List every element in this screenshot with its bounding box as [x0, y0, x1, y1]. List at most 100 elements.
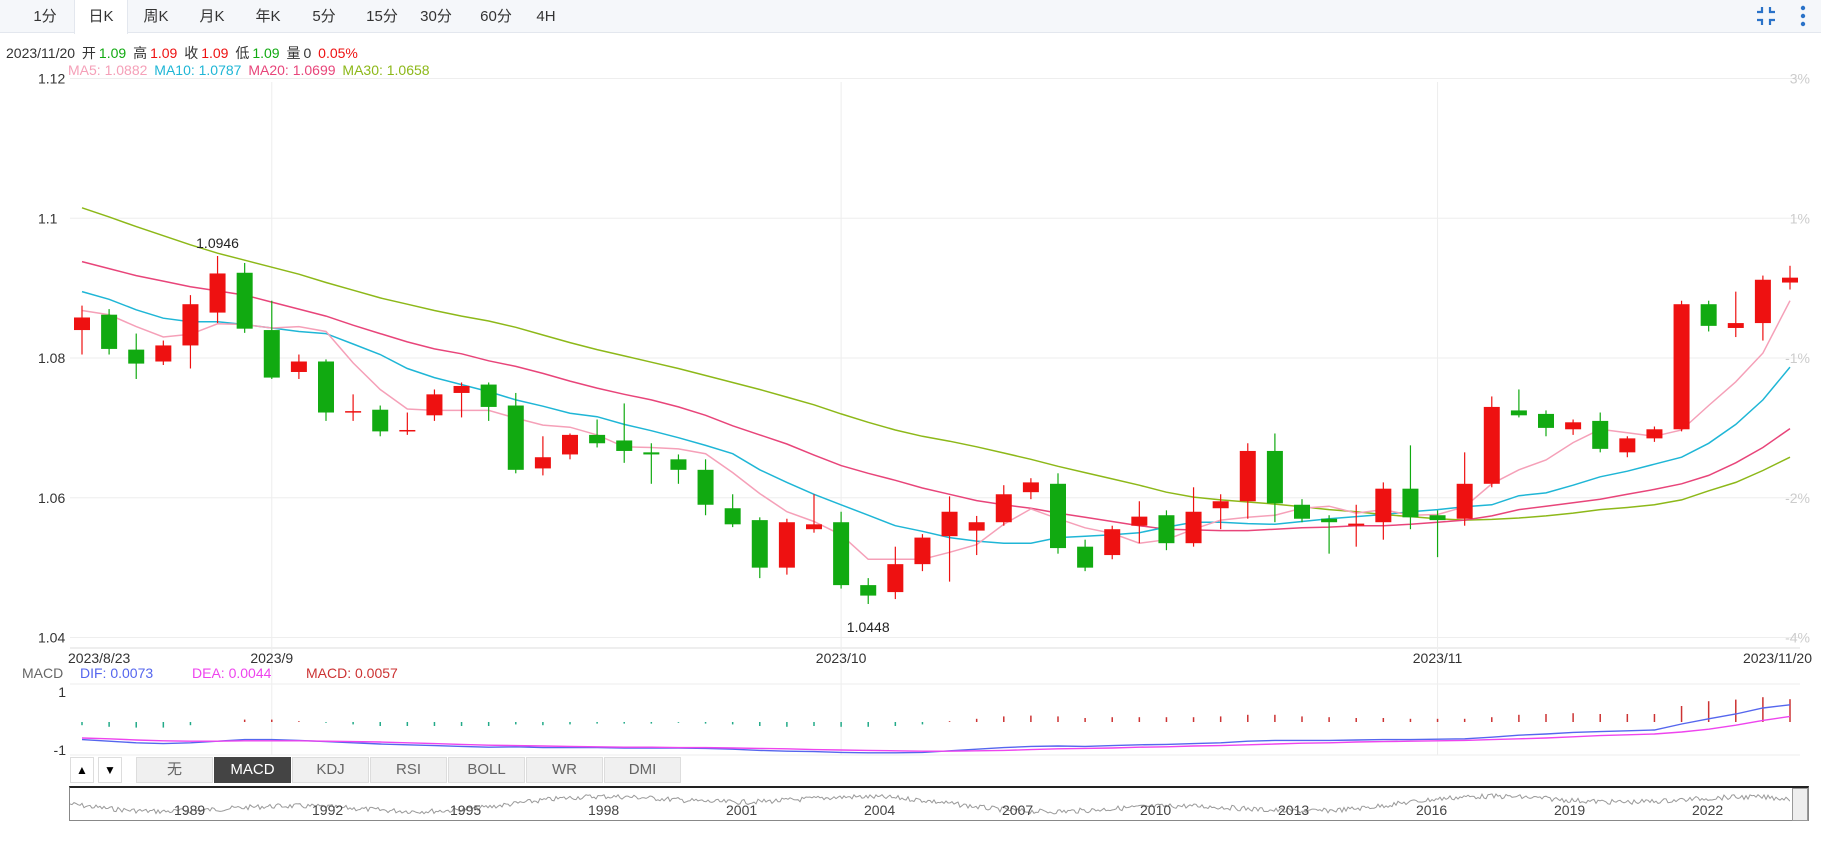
high-value: 1.09 — [150, 45, 178, 61]
candle-body — [1239, 450, 1256, 502]
pct-tick-label: 3% — [1790, 71, 1810, 87]
candle-body — [209, 273, 226, 313]
dea-legend: DEA: 0.0044 — [192, 665, 272, 681]
period-tab-3[interactable]: 月K — [199, 8, 225, 25]
candle-body — [1782, 277, 1798, 283]
ma30-legend: MA30: 1.0658 — [342, 62, 430, 78]
candle-body — [236, 272, 253, 329]
navigator-year-label: 2007 — [1002, 802, 1034, 818]
y-tick-label: 1.04 — [38, 630, 65, 646]
ma20-line — [81, 260, 1791, 532]
candle-body — [670, 459, 687, 470]
indicator-tab-1[interactable]: MACD — [214, 757, 291, 783]
indicator-tab-6[interactable]: DMI — [604, 757, 681, 783]
candle-body — [562, 434, 578, 455]
candle-body — [426, 394, 443, 416]
candle-body — [290, 361, 307, 372]
navigator-year-label: 1995 — [450, 802, 482, 818]
navigator-series — [70, 792, 1790, 815]
candle-body — [1429, 515, 1446, 521]
candle-body — [1700, 304, 1717, 326]
x-axis-label: 2023/9 — [250, 650, 293, 666]
x-axis-label: 2023/8/23 — [68, 650, 130, 666]
candle-body — [751, 520, 768, 568]
period-tab-4[interactable]: 年K — [255, 8, 281, 25]
navigator-year-label: 2010 — [1140, 802, 1172, 818]
x-axis-label: 2023/11/20 — [1743, 650, 1812, 666]
candle-body — [968, 522, 985, 531]
close-label: 收 — [184, 45, 199, 61]
period-tab-0[interactable]: 1分 — [33, 8, 57, 25]
period-tab-1[interactable]: 日K — [74, 0, 128, 34]
candle-body — [318, 361, 334, 413]
indicator-tab-4[interactable]: BOLL — [448, 757, 525, 783]
candle-body — [589, 434, 606, 444]
candle-body — [697, 469, 714, 505]
collapse-arrows-icon[interactable] — [1753, 3, 1779, 29]
candle-body — [1673, 304, 1690, 430]
quote-date: 2023/11/20 — [6, 45, 76, 61]
pct-tick-label: 1% — [1790, 210, 1810, 226]
indicator-tab-3[interactable]: RSI — [370, 757, 447, 783]
period-tab-bar: 1分 日K 周K 月K 年K 5分 15分 30分 60分 4H — [0, 0, 1821, 34]
scroll-down-arrow-icon[interactable]: ▼ — [98, 757, 122, 783]
candle-body — [860, 585, 877, 596]
period-tab-5[interactable]: 5分 — [312, 8, 336, 25]
period-tab-8[interactable]: 60分 — [480, 8, 512, 25]
y-tick-label: 1.06 — [38, 490, 65, 506]
candle-body — [1294, 504, 1310, 519]
candle-body — [1646, 429, 1663, 439]
period-tab-2[interactable]: 周K — [143, 8, 169, 25]
candle-body — [724, 508, 741, 525]
low-label: 低 — [235, 45, 250, 61]
navigator-year-label: 2019 — [1554, 802, 1586, 818]
navigator-range-handle[interactable] — [1792, 788, 1808, 821]
navigator-year-label: 1989 — [174, 802, 206, 818]
candle-body — [155, 345, 172, 362]
navigator-year-label: 1998 — [588, 802, 620, 818]
candle-body — [480, 384, 497, 407]
period-tab-9[interactable]: 4H — [536, 8, 556, 25]
candle-body — [507, 405, 524, 470]
candle-body — [1077, 546, 1094, 568]
candle-body — [128, 349, 145, 364]
candle-body — [914, 537, 931, 565]
candle-body — [778, 522, 795, 568]
dif-legend: DIF: 0.0073 — [80, 665, 153, 681]
candle-body — [1266, 450, 1283, 504]
period-tab-7[interactable]: 30分 — [420, 8, 452, 25]
macd-tick-label: -1 — [54, 742, 67, 758]
navigator-history-line — [70, 792, 1790, 815]
pct-tick-label: -2% — [1785, 490, 1810, 506]
candle-body — [941, 511, 958, 537]
candle-body — [1158, 515, 1175, 544]
volume-label: 量 — [286, 45, 301, 61]
candle-body — [1727, 323, 1744, 328]
y-tick-label: 1.08 — [38, 350, 65, 366]
indicator-tab-2[interactable]: KDJ — [292, 757, 369, 783]
candle-body — [1212, 501, 1229, 509]
period-tab-6[interactable]: 15分 — [366, 8, 398, 25]
time-navigator[interactable]: 1989 1992 1995 1998 2001 2004 2007 2010 2013 2016… — [69, 786, 1809, 821]
candle-body — [1619, 438, 1636, 453]
change-value: 0.05% — [318, 45, 358, 61]
high-label: 高 — [133, 45, 148, 61]
candle-body — [182, 304, 199, 346]
volume-value: 0 — [303, 45, 312, 61]
vertical-ellipsis-icon[interactable] — [1793, 3, 1813, 29]
candle-body — [1185, 511, 1202, 544]
price-annotation: 1.0448 — [847, 619, 890, 635]
scroll-up-arrow-icon[interactable]: ▲ — [70, 757, 94, 783]
x-axis-label: 2023/10 — [816, 650, 867, 666]
candle-body — [833, 522, 850, 586]
open-label: 开 — [81, 45, 96, 61]
indicator-tab-0[interactable]: 无 — [136, 757, 213, 783]
candle-body — [1348, 523, 1365, 526]
navigator-year-label: 2004 — [864, 802, 896, 818]
candle-body — [1131, 516, 1148, 526]
candle-body — [1592, 420, 1609, 449]
indicator-tab-5[interactable]: WR — [526, 757, 603, 783]
open-value: 1.09 — [98, 45, 127, 61]
